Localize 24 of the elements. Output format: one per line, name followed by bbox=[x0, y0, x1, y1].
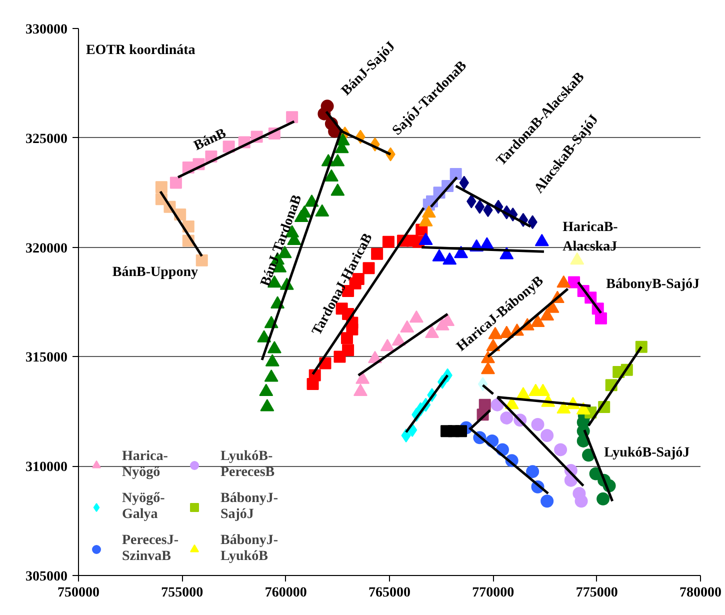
x-tick-label: 775000 bbox=[576, 586, 618, 600]
y-tick-label: 315000 bbox=[26, 350, 68, 366]
text: BánB bbox=[192, 126, 228, 154]
series-label: BábonyB-SajóJ bbox=[606, 276, 700, 292]
x-tick-label: 780000 bbox=[680, 586, 722, 600]
x-tick-label: 755000 bbox=[161, 586, 204, 600]
legend-label: BábonyJ-LyukóB bbox=[220, 532, 278, 566]
y-tick-label: 305000 bbox=[26, 570, 68, 584]
annotation: EOTR koordináta bbox=[86, 42, 196, 58]
legend-label: Harica-Nyögő bbox=[122, 448, 168, 482]
x-tick-label: 765000 bbox=[368, 586, 410, 600]
x-tick-label: 770000 bbox=[472, 586, 514, 600]
legend-label: PerecesJ-SzinvaB bbox=[122, 532, 178, 566]
legend-label: Nyögő-Galya bbox=[122, 490, 165, 524]
y-tick-label: 330000 bbox=[26, 22, 68, 38]
x-tick-label: 760000 bbox=[264, 586, 307, 600]
legend-label: LyukóB-PerecesB bbox=[220, 448, 275, 482]
y-tick-label: 310000 bbox=[26, 460, 68, 476]
series-label: BánB-Uppony bbox=[112, 264, 198, 280]
x-tick-label: 750000 bbox=[58, 586, 100, 600]
y-tick-label: 320000 bbox=[26, 241, 68, 256]
legend-label: BábonyJ-SajóJ bbox=[220, 490, 278, 524]
y-tick-label: 325000 bbox=[26, 132, 68, 147]
series-label: LyukóB-SajóJ bbox=[604, 445, 690, 460]
